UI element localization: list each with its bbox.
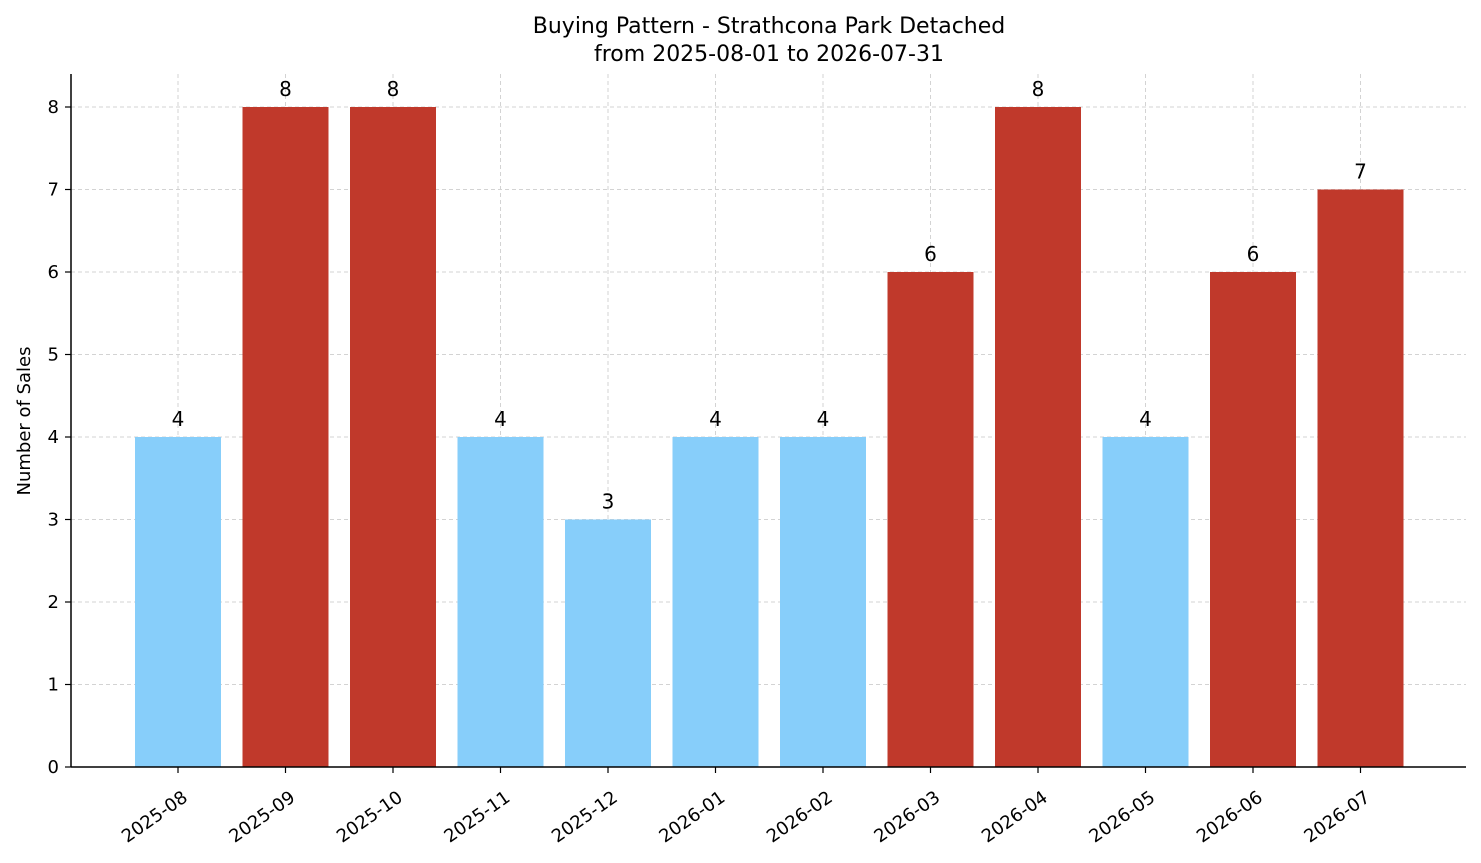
x-tick-label: 2026-04 <box>978 787 1052 847</box>
chart-title: Buying Pattern - Strathcona Park Detache… <box>533 14 1005 39</box>
data-label-2025-10: 8 <box>387 77 400 101</box>
x-tick-label: 2025-10 <box>333 787 407 847</box>
x-tick-label: 2026-05 <box>1085 787 1159 847</box>
y-tick-label: 0 <box>48 757 59 778</box>
data-label-2025-11: 4 <box>494 407 507 431</box>
data-label-2026-01: 4 <box>709 407 722 431</box>
y-tick-label: 7 <box>48 180 59 201</box>
bar-2026-03 <box>887 272 974 767</box>
x-tick-label: 2026-07 <box>1300 787 1374 847</box>
data-label-2025-12: 3 <box>602 490 615 514</box>
data-label-2026-07: 7 <box>1354 160 1367 184</box>
data-label-2026-04: 8 <box>1032 77 1045 101</box>
bar-2025-08 <box>135 437 221 767</box>
data-label-2025-08: 4 <box>172 407 185 431</box>
x-tick-label: 2025-11 <box>440 787 514 847</box>
bar-2025-09 <box>242 107 329 767</box>
x-tick-label: 2025-09 <box>225 787 299 847</box>
bar-2025-12 <box>565 519 651 767</box>
bar-2026-02 <box>780 437 866 767</box>
y-tick-label: 5 <box>48 345 59 366</box>
data-label-2026-03: 6 <box>924 242 937 266</box>
y-tick-label: 1 <box>48 675 59 696</box>
data-label-2026-06: 6 <box>1247 242 1260 266</box>
x-tick-label: 2025-12 <box>548 787 622 847</box>
bar-2026-05 <box>1102 437 1189 767</box>
y-tick-label: 6 <box>48 262 59 283</box>
bar-2026-07 <box>1317 189 1404 767</box>
y-tick-label: 3 <box>48 510 59 531</box>
data-label-2026-02: 4 <box>817 407 830 431</box>
x-tick-label: 2026-06 <box>1193 787 1267 847</box>
data-label-2026-05: 4 <box>1139 407 1152 431</box>
y-tick-label: 2 <box>48 592 59 613</box>
x-tick-label: 2026-02 <box>763 787 837 847</box>
x-tick-label: 2025-08 <box>118 787 192 847</box>
x-tick-label: 2026-01 <box>655 787 729 847</box>
bars <box>135 107 1404 767</box>
data-labels: 4 8 8 4 3 4 4 6 8 4 6 7 <box>172 77 1367 514</box>
x-tick-label: 2026-03 <box>870 787 944 847</box>
bar-2026-04 <box>995 107 1081 767</box>
bar-2025-11 <box>457 437 544 767</box>
bar-2026-01 <box>672 437 759 767</box>
y-tick-label: 4 <box>48 427 59 448</box>
data-label-2025-09: 8 <box>279 77 292 101</box>
bar-2026-06 <box>1210 272 1296 767</box>
y-axis-label: Number of Sales <box>14 346 35 495</box>
chart-subtitle: from 2025-08-01 to 2026-07-31 <box>594 42 944 67</box>
y-tick-label: 8 <box>48 97 59 118</box>
bar-2025-10 <box>350 107 436 767</box>
